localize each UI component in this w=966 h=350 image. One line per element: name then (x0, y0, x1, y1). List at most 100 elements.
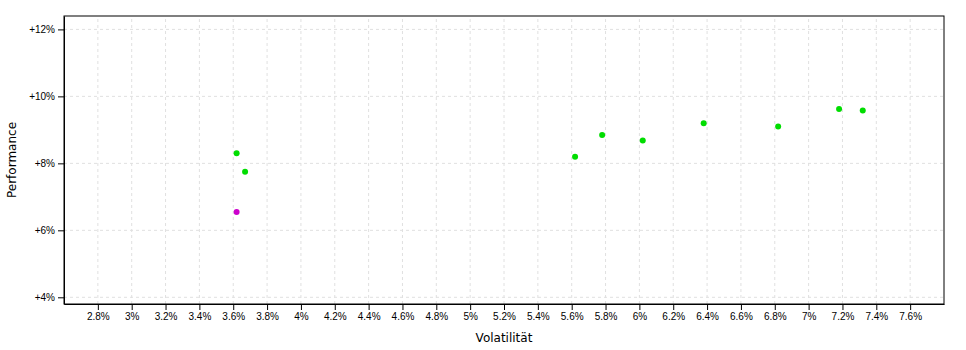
y-tick: +6% (35, 225, 64, 236)
x-grid-line (334, 16, 335, 304)
series (234, 209, 240, 215)
x-tick: 7% (802, 304, 817, 322)
y-tick-mark (58, 163, 64, 164)
x-tick-label: 5.8% (595, 311, 618, 322)
x-grid-line (673, 16, 674, 304)
x-tick-mark (809, 304, 810, 310)
x-tick-mark (775, 304, 776, 310)
x-tick: 6.2% (662, 304, 685, 322)
x-tick-mark (199, 304, 200, 310)
x-grid-line (368, 16, 369, 304)
x-tick-label: 7.2% (832, 311, 855, 322)
x-tick: 4.6% (392, 304, 415, 322)
x-grid-line (300, 16, 301, 304)
y-tick: +10% (29, 91, 64, 102)
x-tick-mark (639, 304, 640, 310)
x-tick-label: 6.8% (764, 311, 787, 322)
y-tick-label: +12% (29, 24, 55, 35)
x-tick: 6.6% (730, 304, 753, 322)
x-grid-line (740, 16, 741, 304)
x-tick-mark (842, 304, 843, 310)
x-tick-label: 6.2% (662, 311, 685, 322)
x-tick-mark (132, 304, 133, 310)
x-tick-label: 3% (125, 311, 140, 322)
y-tick: +4% (35, 292, 64, 303)
x-tick-mark (910, 304, 911, 310)
x-tick-mark (301, 304, 302, 310)
x-grid-line (165, 16, 166, 304)
x-tick: 7.4% (865, 304, 888, 322)
x-grid-line (402, 16, 403, 304)
point (836, 106, 842, 112)
x-tick-mark (673, 304, 674, 310)
x-tick-label: 4.2% (324, 311, 347, 322)
x-tick-label: 3.4% (188, 311, 211, 322)
x-tick: 4.8% (425, 304, 448, 322)
x-tick-label: 5% (463, 311, 478, 322)
x-tick-mark (98, 304, 99, 310)
x-tick: 5% (463, 304, 478, 322)
x-tick-label: 4% (294, 311, 309, 322)
point (701, 120, 707, 126)
x-tick-mark (741, 304, 742, 310)
x-tick: 3.4% (188, 304, 211, 322)
y-tick-label: +8% (35, 158, 55, 169)
x-tick-mark (267, 304, 268, 310)
y-grid-line (64, 297, 944, 298)
x-grid-line (774, 16, 775, 304)
x-tick-mark (369, 304, 370, 310)
x-grid-line (199, 16, 200, 304)
x-grid-line (267, 16, 268, 304)
x-grid-line (537, 16, 538, 304)
x-tick-label: 3.8% (256, 311, 279, 322)
x-tick-label: 4.4% (358, 311, 381, 322)
x-tick-label: 3.6% (222, 311, 245, 322)
x-tick: 6.4% (696, 304, 719, 322)
x-tick-label: 3.2% (155, 311, 178, 322)
y-tick-mark (58, 230, 64, 231)
x-grid-line (131, 16, 132, 304)
x-grid-line (639, 16, 640, 304)
x-tick-label: 7.6% (899, 311, 922, 322)
x-tick-mark (572, 304, 573, 310)
x-tick: 7.2% (832, 304, 855, 322)
x-tick-mark (707, 304, 708, 310)
y-grid-line (64, 29, 944, 30)
x-grid-line (233, 16, 234, 304)
y-tick-label: +6% (35, 225, 55, 236)
x-tick: 6.8% (764, 304, 787, 322)
x-tick: 5.4% (527, 304, 550, 322)
x-axis-title: Volatilität (476, 331, 533, 345)
y-grid-line (64, 230, 944, 231)
x-tick-mark (233, 304, 234, 310)
x-tick: 2.8% (87, 304, 110, 322)
grid (64, 16, 944, 304)
x-grid-line (97, 16, 98, 304)
y-axis: +4% +6% +8% +10% +12% (29, 17, 64, 305)
point (775, 124, 781, 130)
x-tick-mark (606, 304, 607, 310)
point (860, 107, 866, 113)
x-grid-line (436, 16, 437, 304)
x-tick: 5.8% (595, 304, 618, 322)
x-tick-label: 5.6% (561, 311, 584, 322)
x-axis: 2.8% 3% 3.2% 3.4% 3.6% 3.8% 4% 4.2% 4.4% 4.6% 4.8%… (65, 304, 945, 322)
x-tick-mark (876, 304, 877, 310)
x-grid-line (504, 16, 505, 304)
x-tick-label: 4.6% (392, 311, 415, 322)
x-tick-label: 5.4% (527, 311, 550, 322)
x-grid-line (876, 16, 877, 304)
x-tick: 3.2% (155, 304, 178, 322)
x-tick: 4% (294, 304, 309, 322)
x-tick: 5.6% (561, 304, 584, 322)
point (242, 169, 248, 175)
x-tick: 5.2% (493, 304, 516, 322)
x-grid-line (470, 16, 471, 304)
x-tick-label: 5.2% (493, 311, 516, 322)
chart: 2.8% 3% 3.2% 3.4% 3.6% 3.8% 4% 4.2% 4.4% 4.6% 4.8%… (0, 0, 966, 350)
y-tick: +8% (35, 158, 64, 169)
x-tick-label: 7% (802, 311, 817, 322)
x-tick-label: 6.6% (730, 311, 753, 322)
x-tick-mark (504, 304, 505, 310)
x-tick: 3.8% (256, 304, 279, 322)
